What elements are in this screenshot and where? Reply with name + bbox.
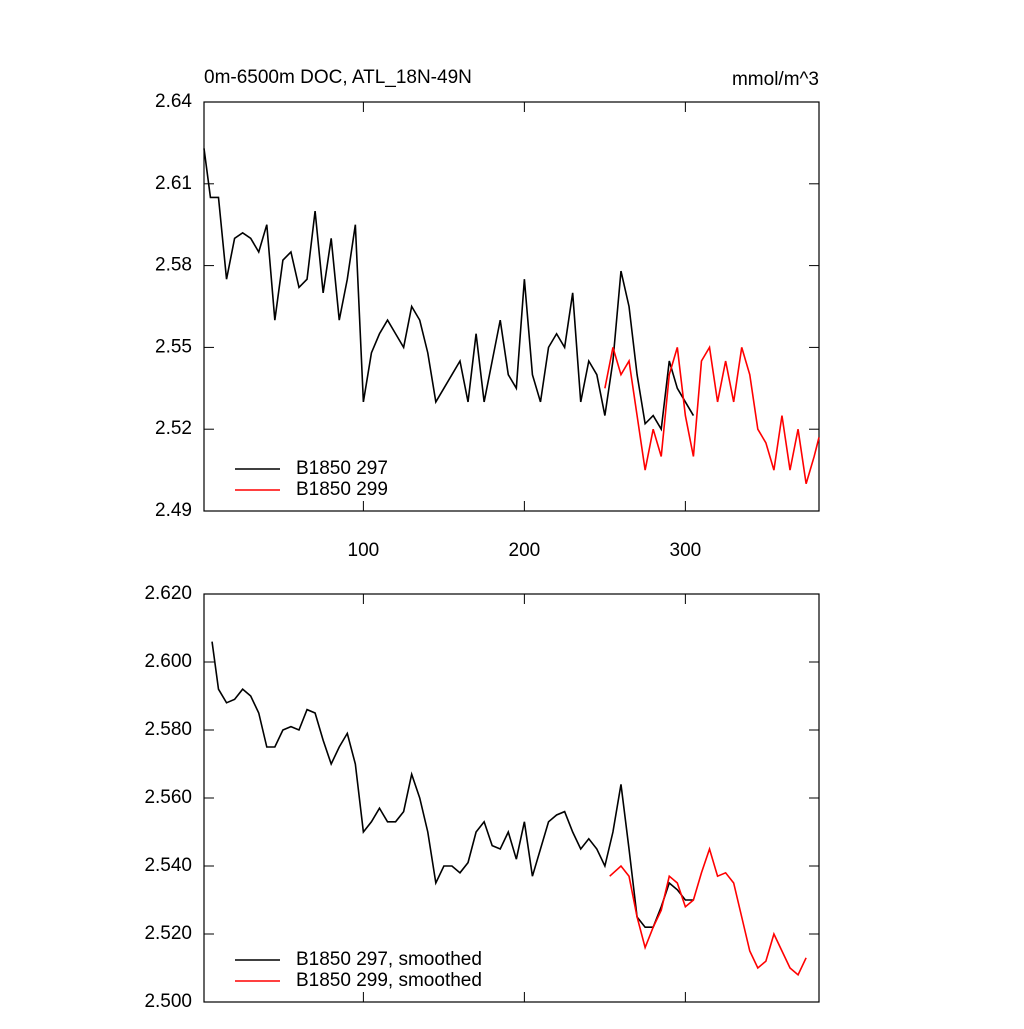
y-tick-label: 2.55	[155, 336, 192, 357]
y-tick-label: 2.520	[144, 923, 192, 944]
x-tick-label: 200	[509, 540, 541, 561]
units-label: mmol/m^3	[732, 69, 819, 90]
legend-label: B1850 297	[296, 458, 388, 479]
plot-frame	[203, 593, 820, 1003]
y-tick-label: 2.500	[144, 991, 192, 1012]
series-line	[609, 846, 807, 977]
legend-label: B1850 297, smoothed	[296, 949, 482, 970]
series-line	[211, 641, 694, 928]
y-tick-label: 2.61	[155, 173, 192, 194]
y-tick-label: 2.52	[155, 418, 192, 439]
y-tick-label: 2.600	[144, 651, 192, 672]
y-tick-label: 2.49	[155, 500, 192, 521]
legend-label: B1850 299, smoothed	[296, 970, 482, 991]
y-tick-label: 2.560	[144, 787, 192, 808]
y-tick-label: 2.64	[155, 91, 192, 112]
y-tick-label: 2.540	[144, 855, 192, 876]
series-line	[604, 345, 820, 484]
plot-frame	[203, 101, 820, 512]
legend-label: B1850 299	[296, 479, 388, 500]
x-tick-label: 300	[670, 540, 702, 561]
y-tick-label: 2.620	[144, 583, 192, 604]
y-tick-label: 2.58	[155, 255, 192, 276]
series-line	[203, 148, 695, 432]
x-tick-label: 100	[348, 540, 380, 561]
chart-title: 0m-6500m DOC, ATL_18N-49N	[204, 67, 472, 88]
y-tick-label: 2.580	[144, 719, 192, 740]
